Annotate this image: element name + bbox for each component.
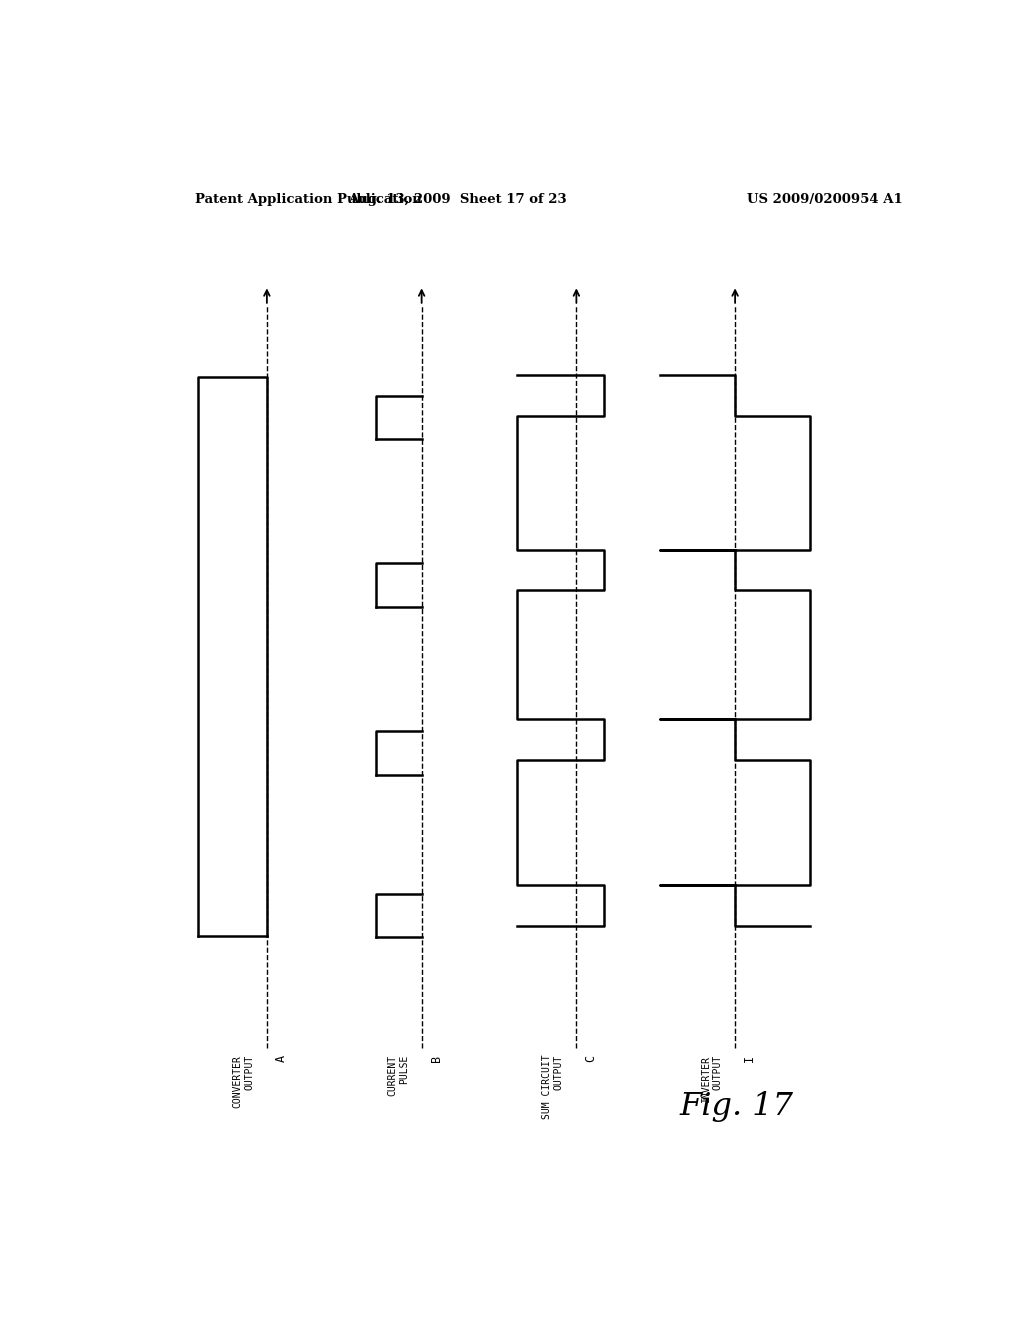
Text: INVERTER
OUTPUT: INVERTER OUTPUT: [700, 1055, 722, 1102]
Text: B: B: [430, 1055, 442, 1063]
Text: A: A: [274, 1055, 288, 1063]
Text: SUM CIRCUIT
OUTPUT: SUM CIRCUIT OUTPUT: [542, 1055, 563, 1119]
Text: Aug. 13, 2009  Sheet 17 of 23: Aug. 13, 2009 Sheet 17 of 23: [348, 193, 566, 206]
Text: C: C: [585, 1055, 597, 1063]
Text: CONVERTER
OUTPUT: CONVERTER OUTPUT: [232, 1055, 254, 1107]
Text: Fig. 17: Fig. 17: [680, 1092, 794, 1122]
Text: US 2009/0200954 A1: US 2009/0200954 A1: [748, 193, 903, 206]
Text: Patent Application Publication: Patent Application Publication: [196, 193, 422, 206]
Text: CURRENT
PULSE: CURRENT PULSE: [387, 1055, 409, 1096]
Text: I: I: [743, 1055, 756, 1063]
